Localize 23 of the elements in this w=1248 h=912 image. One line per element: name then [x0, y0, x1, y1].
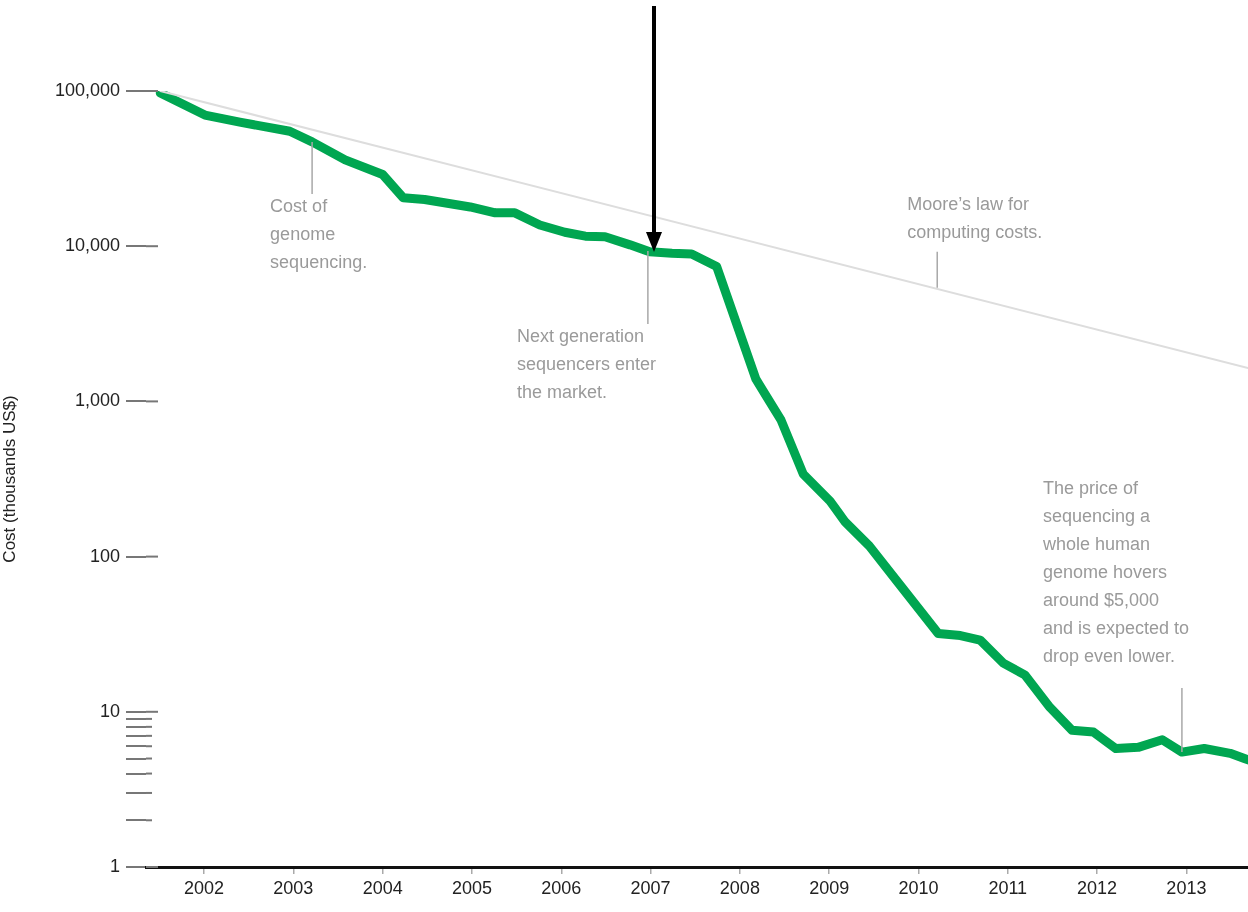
annotation: The price of sequencing a whole human genome hovers around $5,000 and is expected to drop even lower.: [1041, 478, 1190, 667]
x-tick-label: 2005: [451, 877, 492, 898]
annotation: Moore’s law for computing costs.: [907, 193, 1043, 242]
annotation: Cost of genome sequencing.: [270, 195, 368, 272]
y-tick-label: 100,000: [54, 79, 120, 100]
y-tick-label: 100: [89, 545, 120, 566]
y-tick-label: 1,000: [74, 390, 120, 411]
x-tick-label: 2004: [362, 877, 403, 898]
y-tick-label: 1: [109, 855, 120, 876]
y-tick-label: 10: [99, 700, 120, 721]
x-tick-label: 2002: [184, 877, 225, 898]
x-tick-label: 2009: [809, 877, 850, 898]
y-tick-label: 10,000: [64, 235, 120, 256]
x-tick-label: 2007: [630, 877, 671, 898]
x-tick-label: 2006: [541, 877, 582, 898]
annotation: Next generation sequencers enter the market.: [516, 326, 656, 403]
x-tick-label: 2012: [1077, 877, 1118, 898]
x-tick-label: 2008: [719, 877, 760, 898]
x-tick-label: 2003: [273, 877, 314, 898]
y-axis-title: Cost (thousands US$): [0, 395, 19, 563]
x-tick-label: 2010: [898, 877, 939, 898]
x-tick-label: 2013: [1166, 877, 1207, 898]
x-tick-label: 2011: [988, 877, 1028, 898]
